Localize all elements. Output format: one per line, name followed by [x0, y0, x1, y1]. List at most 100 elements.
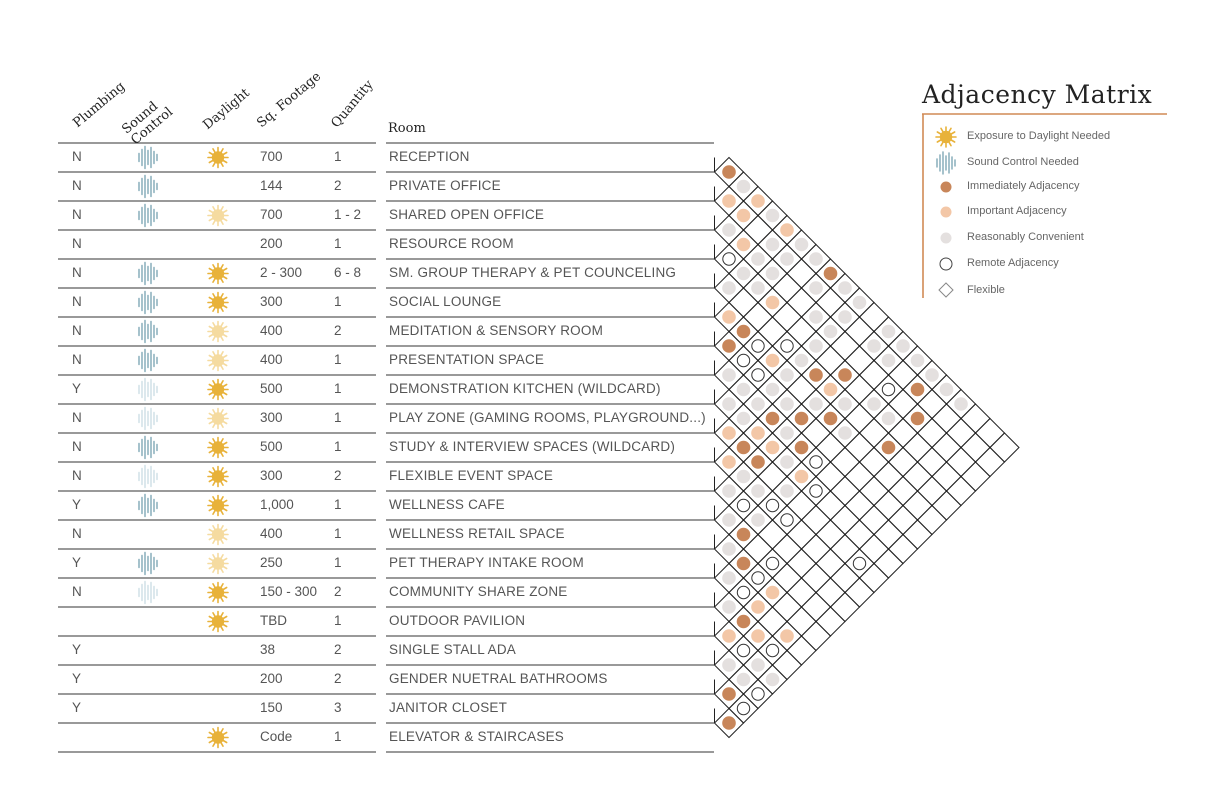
- adjacency-remote-ring: [751, 571, 765, 585]
- sun-ray: [208, 159, 214, 164]
- matrix-cell: [945, 446, 977, 478]
- sun-ray: [208, 383, 214, 388]
- adjacency-immediate-dot: [736, 527, 751, 542]
- sun-ray: [208, 441, 214, 446]
- room-name: PLAY ZONE (GAMING ROOMS, PLAYGROUND...): [389, 410, 706, 425]
- adjacency-important-dot: [722, 629, 736, 643]
- sq-footage-value: 2 - 300: [260, 265, 303, 280]
- adjacency-convenient-dot: [881, 324, 896, 339]
- sound-control-icon: [138, 348, 158, 373]
- matrix-cell: [974, 417, 1006, 449]
- adjacency-immediate-dot: [751, 455, 765, 469]
- adjacency-convenient-dot: [751, 658, 765, 672]
- legend-dot-convenient: [940, 232, 952, 244]
- adjacency-convenient-dot: [896, 339, 910, 353]
- quantity-value: 1: [334, 439, 342, 454]
- adjacency-convenient-dot: [780, 252, 794, 266]
- adjacency-immediate-dot: [881, 440, 896, 455]
- table-row: N 144 2 PRIVATE OFFICE: [0, 172, 720, 201]
- sun-ray: [208, 594, 214, 599]
- sun-ray: [222, 536, 228, 541]
- matrix-cell: [800, 562, 832, 594]
- sun-ray: [208, 507, 214, 512]
- legend-label-daylight: Exposure to Daylight Needed: [967, 130, 1111, 142]
- sun-ray: [222, 412, 228, 417]
- quantity-value: 1: [334, 613, 342, 628]
- adjacency-important-dot: [765, 295, 780, 310]
- adjacency-convenient-dot: [736, 672, 751, 687]
- adjacency-convenient-dot: [722, 368, 736, 382]
- quantity-value: 1: [334, 729, 342, 744]
- sun-core: [211, 731, 225, 744]
- adjacency-convenient-dot: [809, 397, 823, 411]
- legend-label-important: Important Adjacency: [967, 205, 1067, 217]
- sun-ray: [212, 293, 216, 299]
- daylight-sun-icon: [207, 523, 229, 546]
- adjacency-important-dot: [765, 440, 780, 455]
- table-row: N 700 1 - 2 SHARED OPEN OFFICE: [0, 201, 720, 230]
- daylight-sun-icon: [207, 349, 229, 372]
- room-name: SHARED OPEN OFFICE: [389, 207, 545, 222]
- quantity-value: 1: [334, 294, 342, 309]
- sun-ray: [212, 219, 216, 225]
- sun-core: [211, 528, 225, 541]
- adjacency-convenient-dot: [954, 397, 968, 411]
- room-name: DEMONSTRATION KITCHEN (WILDCARD): [389, 381, 661, 396]
- sun-ray: [212, 393, 216, 399]
- plumbing-value: N: [72, 410, 82, 425]
- sun-ray: [222, 209, 228, 214]
- sun-ray: [208, 478, 214, 483]
- table-row: N 200 1 RESOURCE ROOM: [0, 230, 720, 259]
- daylight-sun-icon: [207, 146, 229, 169]
- matrix-cell: [916, 475, 948, 507]
- sun-ray: [220, 380, 224, 386]
- plumbing-value: N: [72, 149, 82, 164]
- quantity-value: 1: [334, 526, 342, 541]
- plumbing-value: Y: [72, 555, 82, 570]
- matrix-cell: [989, 432, 1020, 463]
- sun-ray: [940, 127, 944, 133]
- matrix-cell: [858, 504, 890, 536]
- sun-ray: [222, 362, 228, 367]
- matrix-cell: [844, 490, 875, 521]
- plumbing-value: N: [72, 526, 82, 541]
- plumbing-value: N: [72, 323, 82, 338]
- quantity-value: 1: [334, 149, 342, 164]
- sound-control-icon: [138, 406, 158, 431]
- quantity-value: 1: [334, 497, 342, 512]
- adjacency-convenient-dot: [751, 484, 765, 498]
- adjacency-immediate-dot: [722, 716, 736, 730]
- sun-ray: [222, 383, 228, 388]
- sun-ray: [212, 728, 216, 734]
- matrix-cell: [945, 475, 977, 507]
- sun-ray: [222, 507, 228, 512]
- sun-ray: [222, 528, 228, 533]
- sun-ray: [220, 277, 224, 283]
- adjacency-remote-ring: [780, 513, 794, 527]
- adjacency-immediate-dot: [736, 440, 751, 455]
- legend-label-sound: Sound Control Needed: [967, 156, 1079, 168]
- adjacency-convenient-dot: [809, 281, 823, 295]
- sun-ray: [220, 322, 224, 328]
- adjacency-remote-ring: [736, 643, 751, 658]
- adjacency-immediate-dot: [910, 411, 925, 426]
- sound-control-icon: [138, 551, 158, 576]
- table-row: Y 1,000 1 WELLNESS CAFE: [0, 491, 720, 520]
- quantity-value: 3: [334, 700, 342, 715]
- room-name: RECEPTION: [389, 149, 470, 164]
- adjacency-remote-ring: [765, 643, 780, 658]
- sun-core: [211, 586, 225, 599]
- table-row: Y 38 2 SINGLE STALL ADA: [0, 636, 720, 665]
- adjacency-immediate-dot: [736, 614, 751, 629]
- sound-control-icon: [138, 319, 158, 344]
- plumbing-value: N: [72, 236, 82, 251]
- sun-ray: [220, 728, 224, 734]
- quantity-value: 2: [334, 642, 342, 657]
- sun-ray: [220, 612, 224, 618]
- adjacency-convenient-dot: [765, 266, 780, 281]
- adjacency-immediate-dot: [823, 266, 838, 281]
- sq-footage-value: 500: [260, 381, 283, 396]
- sq-footage-value: 400: [260, 526, 283, 541]
- sun-ray: [212, 538, 216, 544]
